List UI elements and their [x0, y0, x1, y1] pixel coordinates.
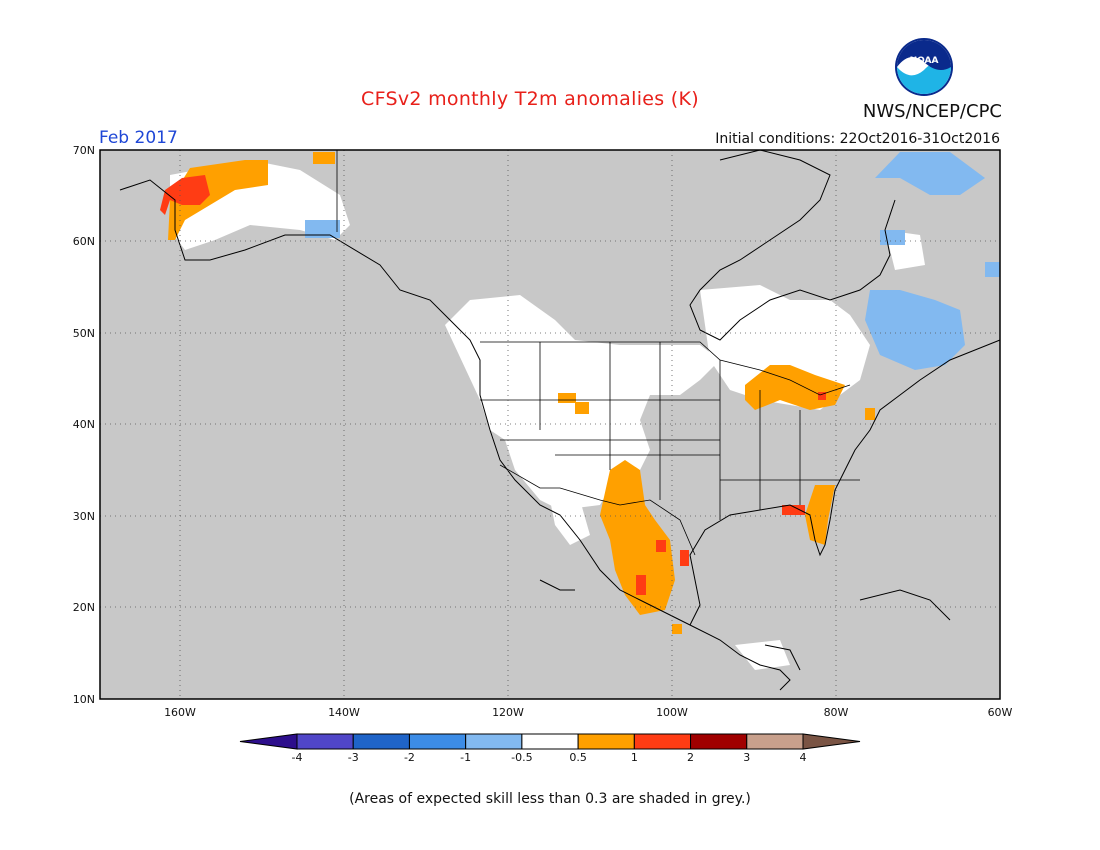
map-title: CFSv2 monthly T2m anomalies (K) — [361, 88, 699, 110]
colorbar-label: 3 — [743, 751, 750, 764]
colorbar-segment — [577, 733, 635, 750]
strong-warm-anomaly-areas — [160, 175, 826, 595]
colorbar-segment — [746, 733, 804, 750]
graticule — [100, 150, 1000, 699]
logo-text: NOAA — [910, 56, 939, 66]
colorbar-label: 4 — [800, 751, 807, 764]
lon-label: 140W — [328, 706, 360, 719]
colorbar-segment — [521, 733, 579, 750]
colorbar-label: -4 — [292, 751, 303, 764]
colorbar-high-triangle — [802, 733, 861, 750]
latitude-labels: 70N 60N 50N 40N 30N 20N 10N — [73, 144, 95, 706]
longitude-labels: 160W 140W 120W 100W 80W 60W — [164, 706, 1012, 719]
warm-anomaly-areas — [168, 152, 875, 634]
lat-label: 40N — [73, 418, 95, 431]
lon-label: 100W — [656, 706, 688, 719]
colorbar-segment — [352, 733, 410, 750]
colorbar-label: -2 — [404, 751, 415, 764]
map-frame — [99, 149, 1001, 700]
skill-caption: (Areas of expected skill less than 0.3 a… — [349, 791, 751, 807]
lat-label: 60N — [73, 235, 95, 248]
colorbar-label: -1 — [460, 751, 471, 764]
colorbar-segment — [465, 733, 523, 750]
lat-label: 50N — [73, 327, 95, 340]
colorbar-segment — [690, 733, 748, 750]
lon-label: 60W — [988, 706, 1013, 719]
lon-label: 160W — [164, 706, 196, 719]
initial-conditions: Initial conditions: 22Oct2016-31Oct2016 — [715, 131, 1000, 147]
colorbar-label: 1 — [631, 751, 638, 764]
lat-label: 10N — [73, 693, 95, 706]
lat-label: 70N — [73, 144, 95, 157]
lat-label: 20N — [73, 601, 95, 614]
lon-label: 120W — [492, 706, 524, 719]
lat-label: 30N — [73, 510, 95, 523]
colorbar-segment — [408, 733, 467, 750]
noaa-logo: NOAA — [895, 38, 953, 96]
colorbar-segment — [633, 733, 692, 750]
cool-anomaly-areas — [305, 152, 1000, 370]
colorbar-label: -3 — [348, 751, 359, 764]
colorbar: -4 -3 -2 -1 -0.5 0.5 1 2 3 4 — [239, 733, 861, 764]
colorbar-low-triangle — [239, 733, 298, 750]
coastlines — [119, 149, 1001, 691]
colorbar-segment — [296, 733, 354, 750]
colorbar-label: 0.5 — [569, 751, 587, 764]
lon-label: 80W — [824, 706, 849, 719]
agency-label: NWS/NCEP/CPC — [862, 101, 1002, 122]
forecast-period: Feb 2017 — [99, 128, 178, 148]
colorbar-label: -0.5 — [511, 751, 532, 764]
colorbar-label: 2 — [687, 751, 694, 764]
political-borders — [336, 150, 860, 556]
